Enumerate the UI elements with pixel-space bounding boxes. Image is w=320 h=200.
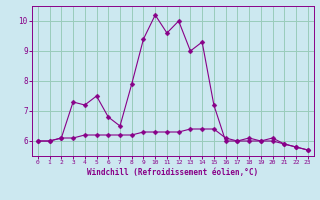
X-axis label: Windchill (Refroidissement éolien,°C): Windchill (Refroidissement éolien,°C) bbox=[87, 168, 258, 177]
